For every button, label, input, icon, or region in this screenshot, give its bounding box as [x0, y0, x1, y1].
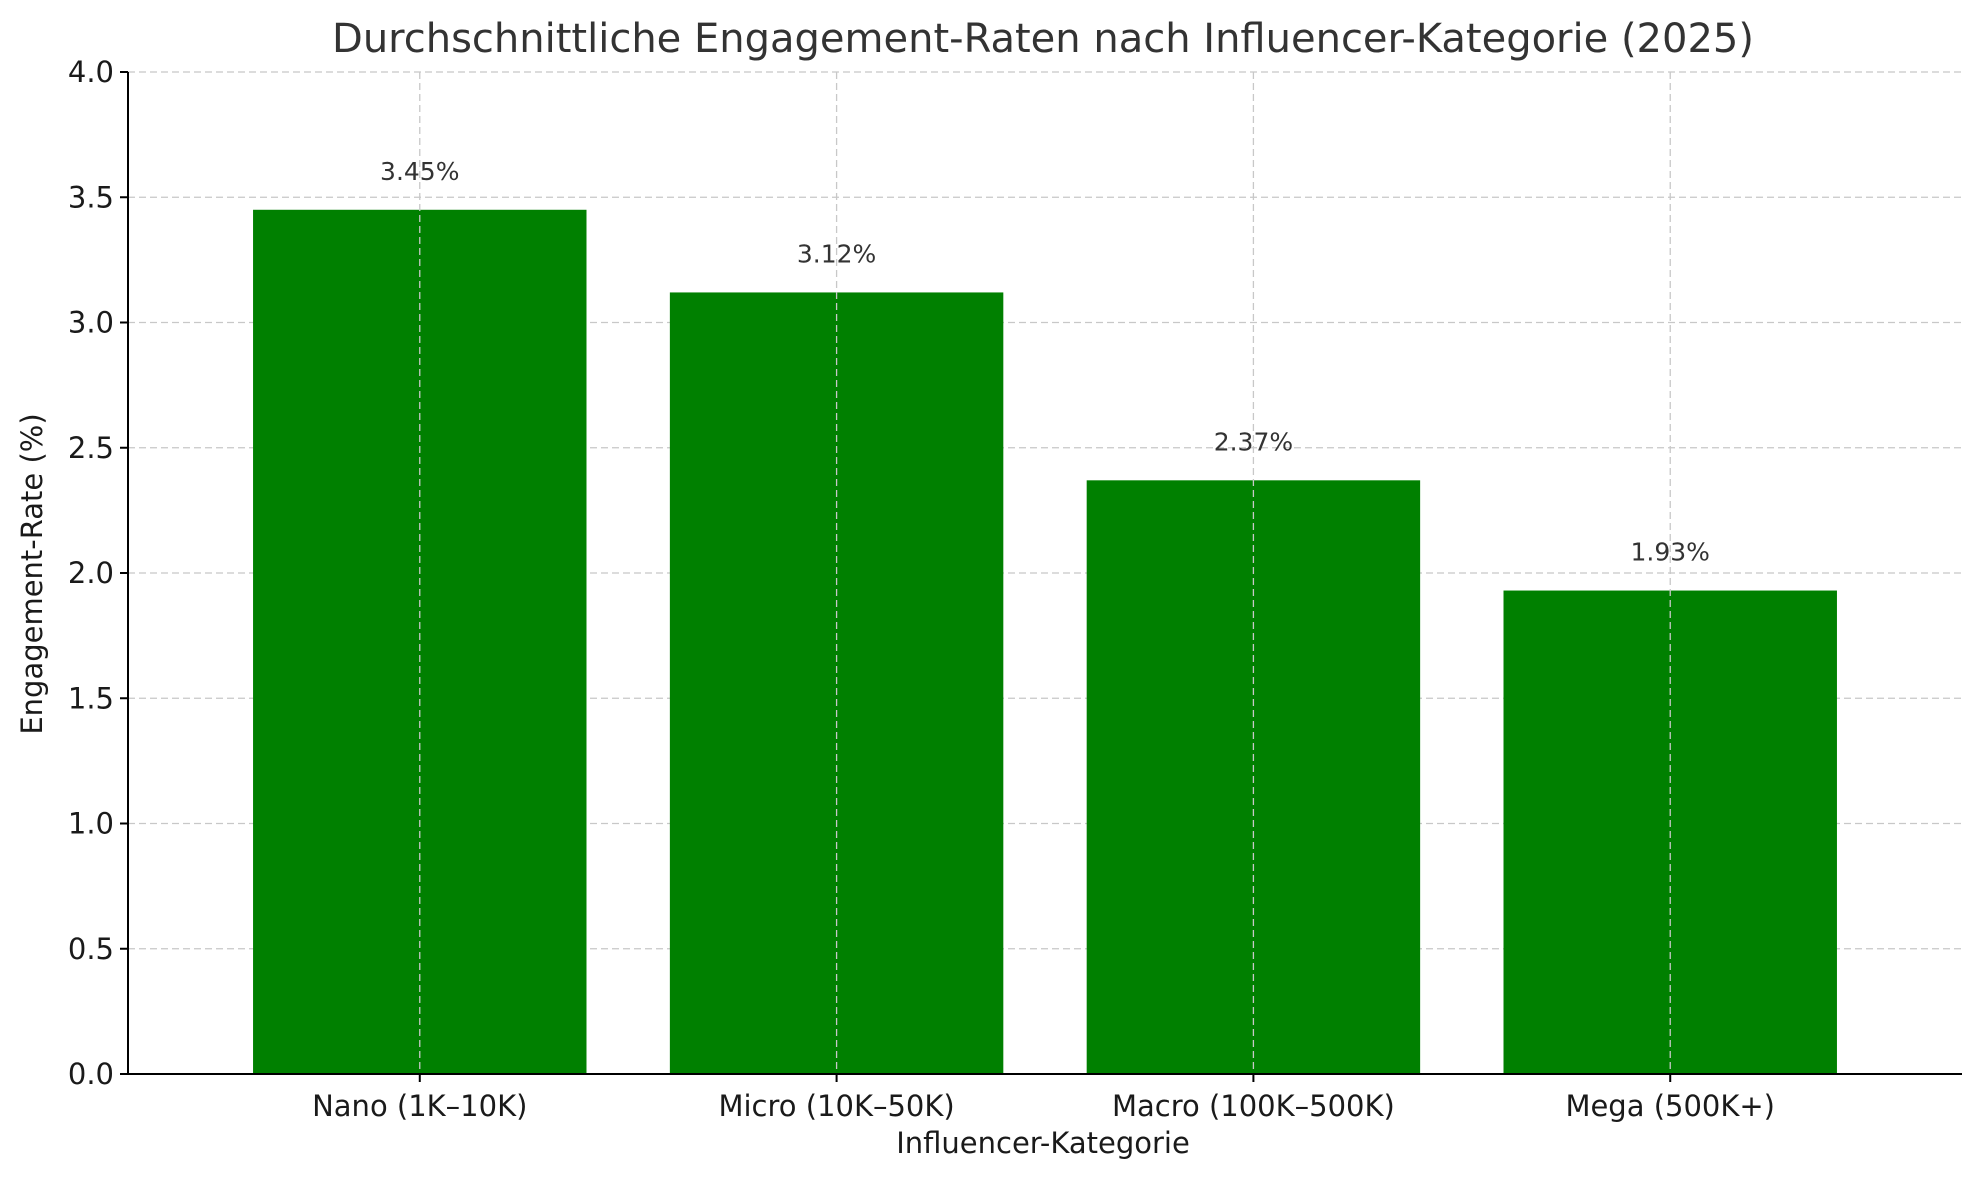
- x-axis-ticks: Nano (1K–10K) Micro (10K–50K) Macro (100K–…: [312, 1074, 1775, 1123]
- chart-title: Durchschnittliche Engagement-Raten nach …: [332, 16, 1754, 62]
- bar-value-label: 3.45%: [380, 157, 459, 186]
- y-tick-label: 3.5: [68, 180, 114, 214]
- bar-value-label: 3.12%: [797, 239, 876, 268]
- x-tick-label: Macro (100K–500K): [1112, 1089, 1395, 1123]
- y-tick-label: 0.5: [68, 932, 114, 966]
- y-tick-label: 1.5: [68, 681, 114, 715]
- y-tick-label: 0.0: [68, 1057, 114, 1091]
- y-axis-label: Engagement-Rate (%): [15, 413, 49, 734]
- vertical-grid: [419, 72, 1671, 1074]
- y-tick-label: 4.0: [68, 55, 114, 89]
- x-tick-label: Micro (10K–50K): [718, 1089, 954, 1123]
- y-tick-label: 1.0: [68, 807, 114, 841]
- bar-value-label: 1.93%: [1631, 538, 1710, 567]
- x-tick-label: Nano (1K–10K): [312, 1089, 527, 1123]
- y-axis-ticks: 0.0 0.5 1.0 1.5 2.0 2.5 3.0 3.5 4.0: [68, 55, 128, 1091]
- x-axis-label: Influencer-Kategorie: [896, 1126, 1190, 1160]
- y-tick-label: 3.0: [68, 306, 114, 340]
- y-tick-label: 2.0: [68, 556, 114, 590]
- data-labels: 3.45% 3.12% 2.37% 1.93%: [380, 157, 1710, 567]
- bars: [253, 209, 1837, 1074]
- x-tick-label: Mega (500K+): [1565, 1089, 1775, 1123]
- y-tick-label: 2.5: [68, 431, 114, 465]
- bar-value-label: 2.37%: [1214, 427, 1293, 456]
